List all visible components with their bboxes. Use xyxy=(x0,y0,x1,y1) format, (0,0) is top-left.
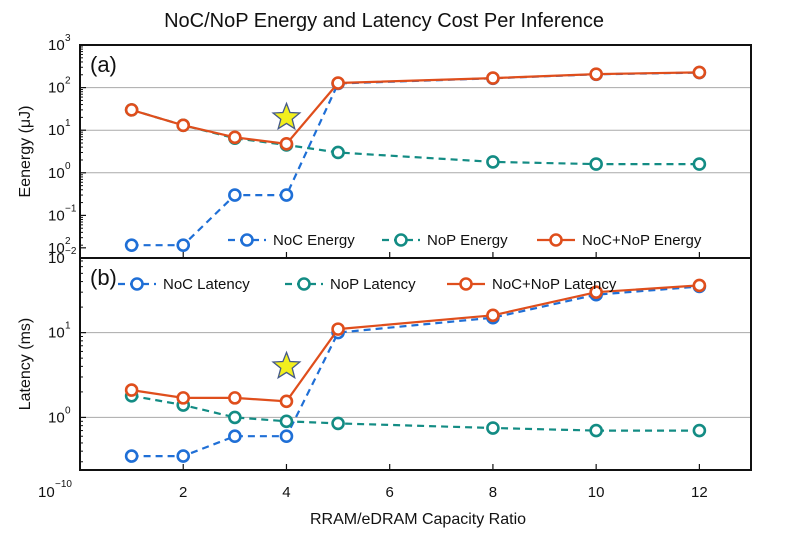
panel-label: (a) xyxy=(90,52,117,77)
legend-marker-nop xyxy=(394,233,408,247)
x-origin-exponent: −10 xyxy=(55,479,72,490)
data-point-total xyxy=(279,394,294,409)
data-point-total xyxy=(176,391,191,405)
chart-title: NoC/NoP Energy and Latency Cost Per Infe… xyxy=(164,10,604,32)
x-tick-label: 6 xyxy=(386,484,394,501)
data-point-nop xyxy=(486,155,500,169)
plot-frame xyxy=(79,44,752,259)
data-point-nop xyxy=(692,157,707,171)
legend-marker-noc xyxy=(130,277,144,291)
series-line-nop xyxy=(131,394,700,432)
data-point-noc xyxy=(279,429,294,444)
legend-entry-nop: NoP Energy xyxy=(427,232,508,249)
data-point-nop xyxy=(486,421,500,435)
y-tick-label: 10 xyxy=(48,37,65,54)
x-tick-label: 2 xyxy=(179,484,187,501)
y-tick-exponent: 0 xyxy=(65,405,71,416)
data-point-total xyxy=(692,278,707,293)
data-point-noc xyxy=(228,188,242,202)
y-axis-label: Eenergy (μJ) xyxy=(17,106,34,198)
y-tick-exponent: 0 xyxy=(65,161,71,172)
legend-marker-noc xyxy=(240,233,254,247)
y-tick-label: 10 xyxy=(48,240,65,257)
series-line-total xyxy=(131,284,700,403)
data-point-nop xyxy=(279,414,294,429)
x-tick-label: 4 xyxy=(282,484,290,501)
data-point-total xyxy=(486,308,500,323)
data-point-total xyxy=(331,76,345,90)
x-tick-label: 12 xyxy=(691,484,708,501)
y-tick-exponent: −2 xyxy=(65,246,77,257)
legend-entry-noc: NoC Latency xyxy=(163,276,250,293)
plot-frame xyxy=(79,257,752,471)
panel-label: (b) xyxy=(90,265,117,290)
y-tick-label: 10 xyxy=(48,165,65,182)
data-point-total xyxy=(692,65,707,80)
data-point-total xyxy=(279,136,294,151)
y-tick-exponent: −1 xyxy=(65,203,77,214)
highlight-star-icon xyxy=(271,101,302,131)
x-tick-label: 10 xyxy=(588,484,605,501)
y-tick-label: 10 xyxy=(48,80,65,97)
y-tick-label: 10 xyxy=(48,250,65,267)
data-point-total xyxy=(228,130,242,145)
data-point-noc xyxy=(124,449,139,463)
data-point-nop xyxy=(589,157,603,171)
x-tick-label: 8 xyxy=(489,484,497,501)
y-tick-label: 10 xyxy=(48,207,65,224)
legend-marker-nop xyxy=(297,277,311,291)
y-tick-label: 10 xyxy=(48,409,65,426)
data-point-noc xyxy=(176,238,191,252)
data-point-total xyxy=(228,391,242,405)
legend-marker-total xyxy=(549,233,563,247)
legend-entry-noc: NoC Energy xyxy=(273,232,355,249)
data-point-total xyxy=(589,285,603,299)
y-tick-exponent: 1 xyxy=(65,118,71,129)
y-tick-label: 10 xyxy=(48,325,65,342)
legend-marker-total xyxy=(459,277,473,291)
data-point-total xyxy=(331,322,345,336)
data-point-total xyxy=(486,71,500,85)
highlight-star-icon xyxy=(271,350,302,380)
data-point-nop xyxy=(228,410,242,425)
data-point-nop xyxy=(692,423,707,438)
series-line-total xyxy=(131,71,700,145)
y-tick-exponent: 2 xyxy=(65,236,71,247)
data-point-nop xyxy=(331,416,345,431)
data-point-total xyxy=(589,67,603,81)
series-line-nop xyxy=(131,108,700,166)
data-point-total xyxy=(124,103,139,117)
data-point-noc xyxy=(279,188,294,202)
data-point-noc xyxy=(124,238,139,252)
data-point-total xyxy=(124,383,139,397)
data-point-nop xyxy=(331,145,345,160)
y-tick-exponent: 3 xyxy=(65,33,71,44)
series-line-noc xyxy=(131,285,700,458)
x-origin-label: 10 xyxy=(38,484,55,501)
legend-entry-total: NoC+NoP Latency xyxy=(492,276,617,293)
x-axis-label: RRAM/eDRAM Capacity Ratio xyxy=(310,511,526,528)
y-tick-exponent: 1 xyxy=(65,321,71,332)
data-point-nop xyxy=(589,423,603,438)
data-point-total xyxy=(176,118,191,133)
data-point-noc xyxy=(176,449,191,463)
y-tick-label: 10 xyxy=(48,122,65,139)
legend-entry-nop: NoP Latency xyxy=(330,276,416,293)
y-axis-label: Latency (ms) xyxy=(17,318,34,410)
y-tick-exponent: 2 xyxy=(65,76,71,87)
legend-entry-total: NoC+NoP Energy xyxy=(582,232,702,249)
data-point-noc xyxy=(228,429,242,444)
series-line-noc xyxy=(131,71,700,247)
